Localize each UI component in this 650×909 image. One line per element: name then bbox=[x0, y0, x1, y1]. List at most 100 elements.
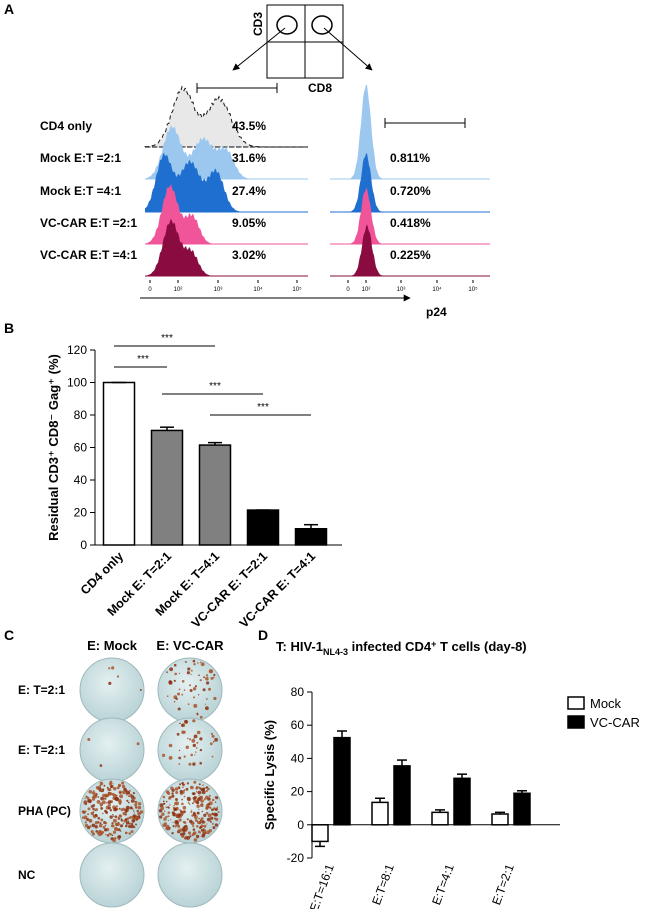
spot bbox=[203, 787, 206, 790]
spot bbox=[183, 821, 187, 824]
spot bbox=[112, 815, 115, 817]
spot bbox=[211, 734, 215, 738]
spot bbox=[99, 822, 102, 825]
spot bbox=[122, 823, 124, 825]
y-tick-label: -20 bbox=[287, 851, 305, 865]
row-label: Mock E:T =4:1 bbox=[40, 184, 121, 198]
spot bbox=[167, 806, 170, 809]
spot bbox=[97, 817, 101, 820]
spot bbox=[136, 742, 140, 746]
spot bbox=[179, 722, 181, 725]
spot bbox=[125, 790, 130, 795]
spot bbox=[198, 783, 201, 786]
bar bbox=[246, 509, 280, 546]
spot bbox=[175, 698, 177, 700]
spot bbox=[134, 803, 138, 807]
spot bbox=[95, 808, 98, 812]
spot bbox=[189, 803, 191, 805]
spot bbox=[178, 749, 181, 752]
spot bbox=[196, 730, 201, 735]
spot bbox=[202, 784, 204, 786]
spot bbox=[125, 813, 127, 816]
spot bbox=[85, 810, 87, 813]
spot bbox=[168, 680, 173, 685]
spot bbox=[173, 679, 176, 682]
spot bbox=[97, 796, 100, 798]
spot bbox=[203, 813, 207, 818]
spot bbox=[170, 819, 172, 821]
spot bbox=[116, 675, 120, 678]
row-label: E: T=2:1 bbox=[18, 683, 65, 697]
spot bbox=[121, 784, 126, 789]
column-label: E: Mock bbox=[87, 638, 138, 653]
spot bbox=[118, 814, 122, 817]
spot bbox=[164, 810, 166, 812]
spot bbox=[130, 824, 135, 829]
spot bbox=[206, 805, 210, 809]
spot bbox=[125, 831, 128, 835]
spot bbox=[196, 804, 200, 808]
x-tick-label: E:T=8:1 bbox=[369, 862, 397, 907]
spot bbox=[178, 813, 181, 817]
spot bbox=[178, 818, 182, 822]
spot bbox=[190, 669, 193, 672]
spot bbox=[169, 667, 174, 672]
spot bbox=[101, 783, 103, 785]
spot bbox=[200, 799, 204, 803]
spot bbox=[193, 737, 195, 739]
spot bbox=[178, 672, 181, 675]
spot bbox=[107, 834, 109, 836]
spot bbox=[189, 834, 192, 837]
spot bbox=[200, 797, 202, 799]
spot bbox=[108, 832, 112, 835]
spot bbox=[94, 813, 98, 817]
spot bbox=[133, 810, 135, 812]
spot bbox=[174, 820, 179, 824]
percent-label: 0.225% bbox=[390, 248, 431, 262]
spot bbox=[185, 745, 189, 749]
x-tick-label: 10⁴ bbox=[253, 286, 263, 293]
spot bbox=[174, 672, 177, 676]
spot bbox=[194, 685, 197, 688]
spot bbox=[212, 826, 216, 830]
spot bbox=[202, 688, 206, 692]
spot bbox=[162, 753, 166, 758]
spot bbox=[210, 732, 213, 736]
spot bbox=[105, 798, 107, 800]
spot bbox=[121, 781, 125, 785]
spot bbox=[181, 724, 184, 727]
spot bbox=[105, 833, 107, 836]
spot bbox=[175, 798, 178, 801]
spot bbox=[196, 712, 199, 715]
spot bbox=[195, 786, 199, 789]
well bbox=[157, 717, 223, 783]
histogram bbox=[145, 218, 308, 276]
spot bbox=[119, 785, 121, 787]
spot bbox=[167, 819, 169, 822]
spot bbox=[179, 790, 183, 793]
spot bbox=[190, 753, 193, 757]
spot bbox=[165, 800, 168, 803]
spot bbox=[104, 793, 108, 797]
histograms bbox=[144, 84, 490, 277]
x-tick-label: 10³ bbox=[214, 287, 223, 293]
spot bbox=[89, 802, 91, 804]
spot bbox=[184, 719, 188, 724]
spot bbox=[201, 833, 206, 838]
spot bbox=[162, 800, 165, 803]
bar bbox=[311, 824, 329, 843]
spot bbox=[104, 825, 107, 827]
spot bbox=[177, 824, 181, 828]
spot bbox=[177, 692, 180, 696]
axis-label: p24 bbox=[426, 305, 447, 319]
spot bbox=[132, 792, 135, 795]
spot bbox=[98, 789, 101, 792]
spot bbox=[186, 838, 189, 841]
y-tick-label: 120 bbox=[67, 343, 87, 357]
spot bbox=[192, 832, 196, 836]
spot bbox=[99, 781, 104, 786]
spot bbox=[124, 808, 127, 811]
histogram bbox=[330, 84, 490, 179]
histogram bbox=[145, 184, 308, 244]
spot bbox=[128, 795, 130, 797]
